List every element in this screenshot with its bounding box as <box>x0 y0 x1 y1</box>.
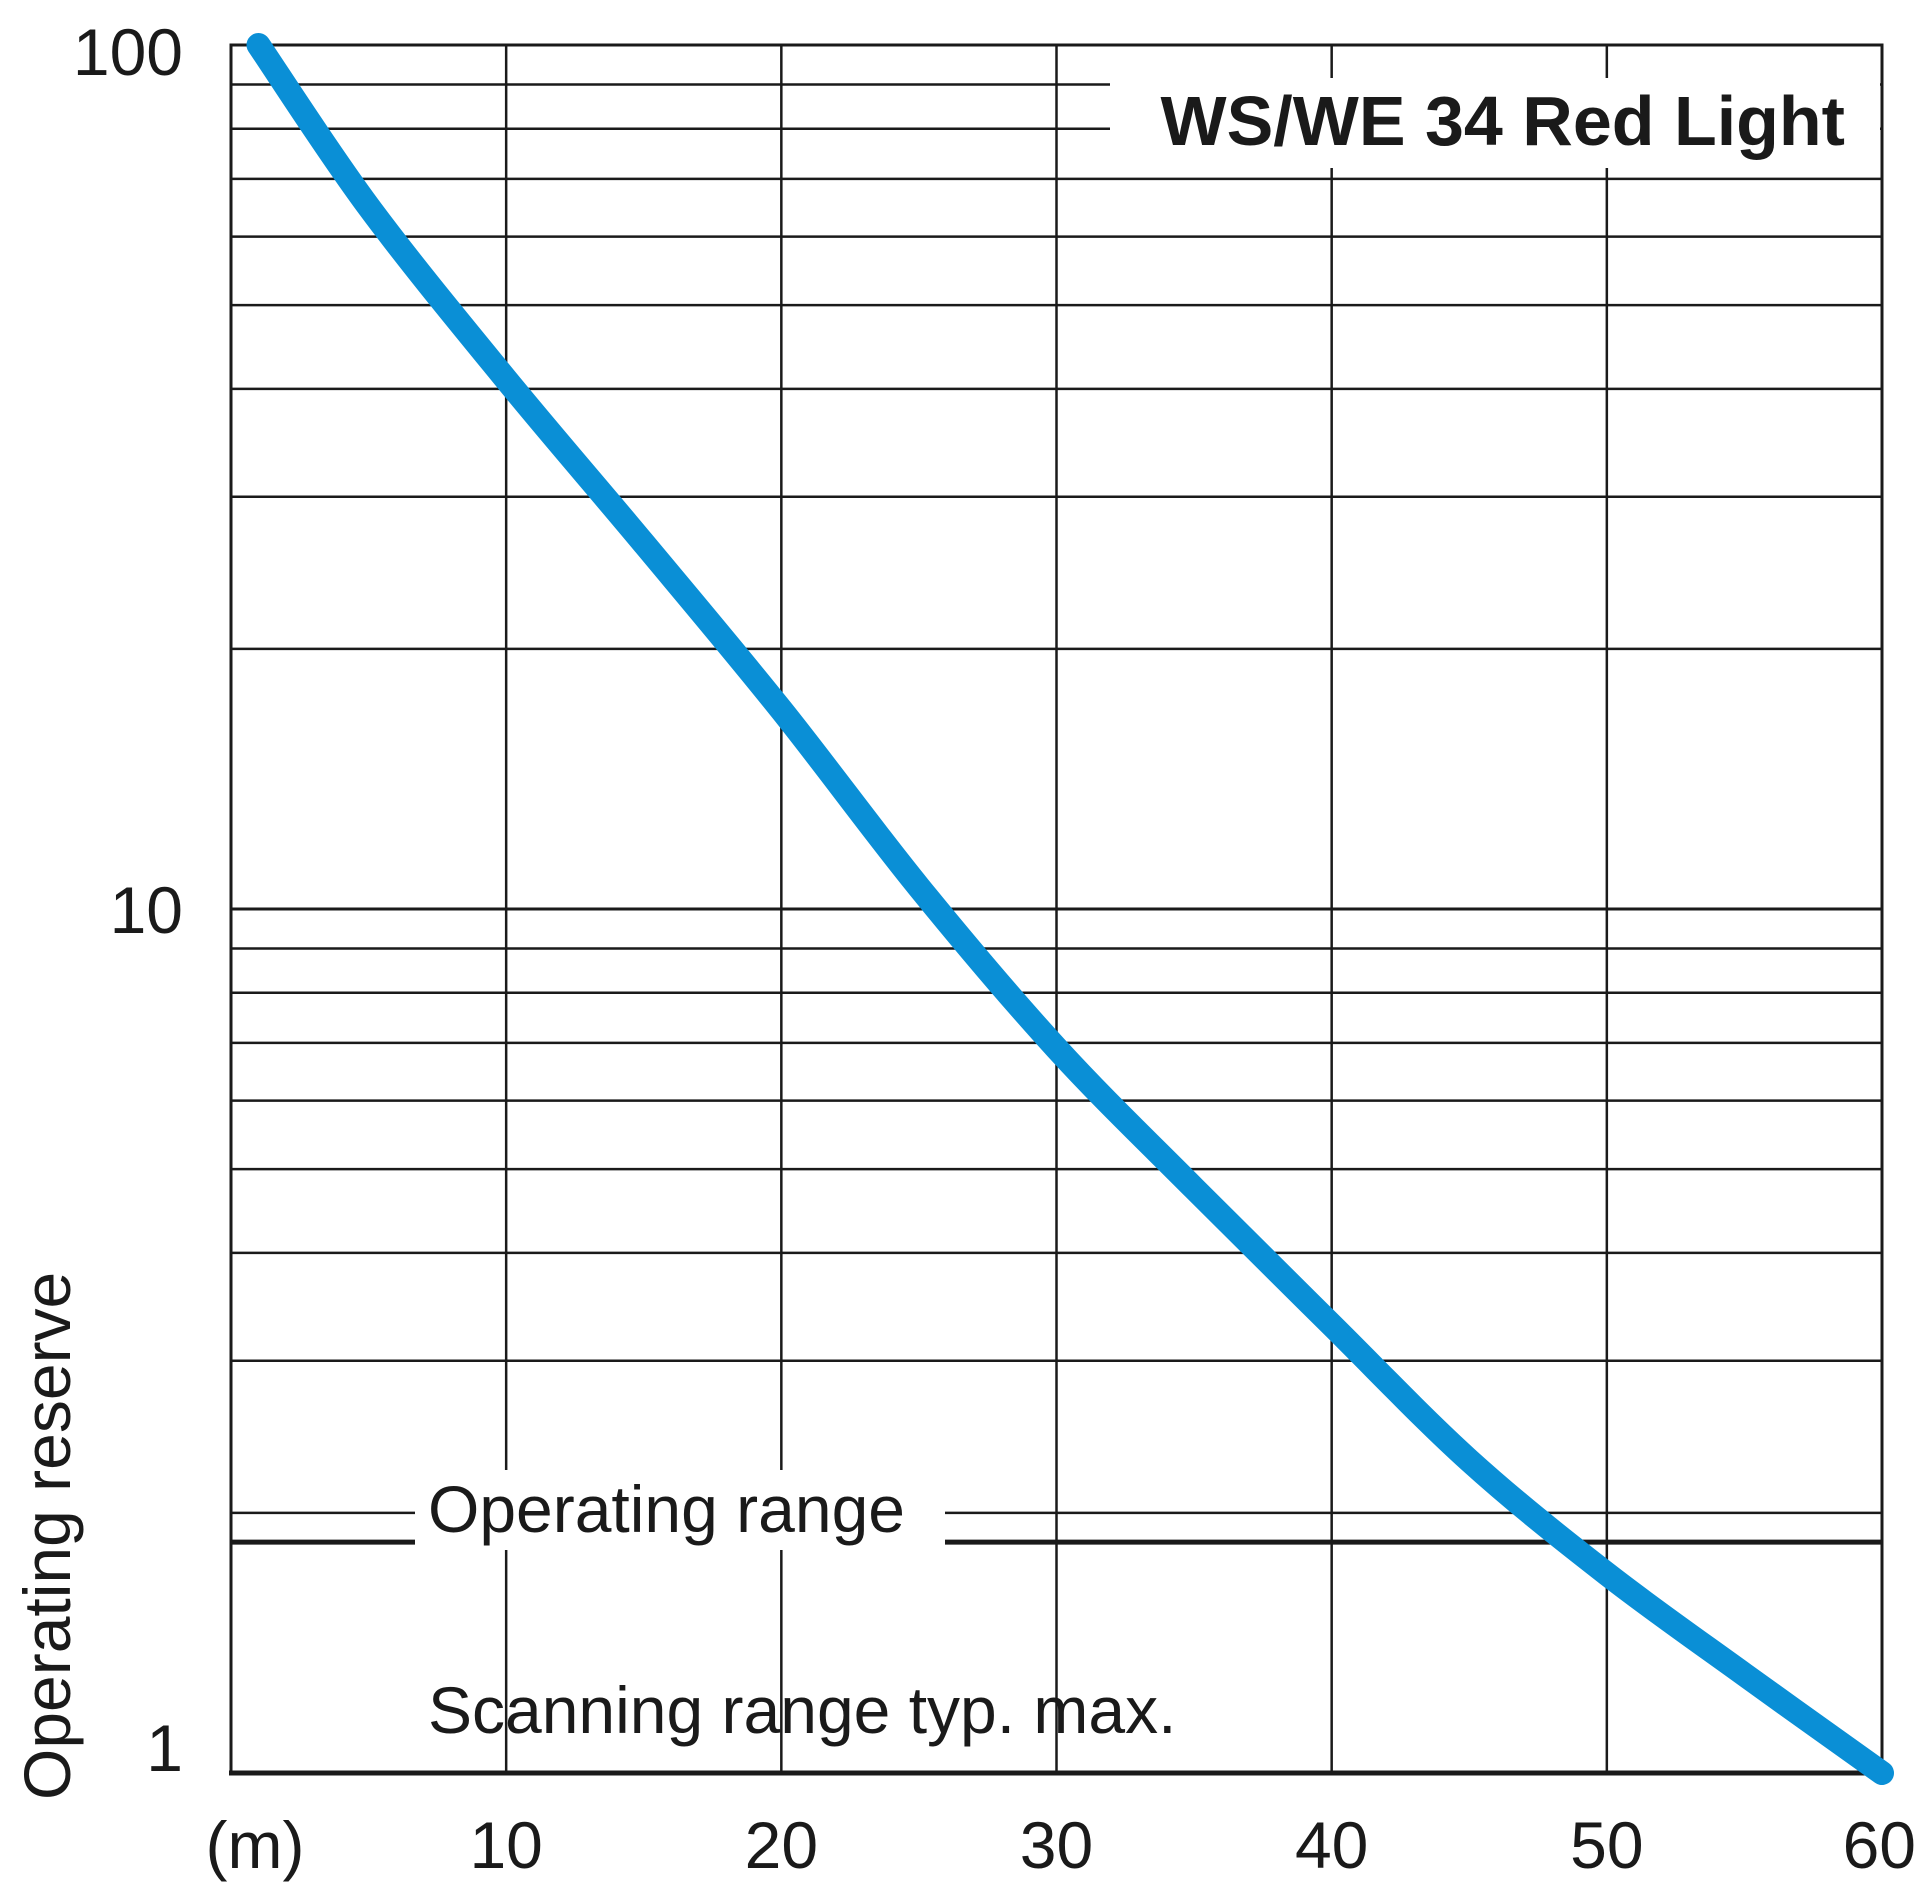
scanning-range-label: Scanning range typ. max. <box>428 1673 1176 1747</box>
x-tick-label: 20 <box>745 1808 818 1882</box>
labels: WS/WE 34 Red Light 1 10 100 10 20 30 40 50 60 (m) O… <box>10 15 1916 1882</box>
annotations: Operating range Scanning range typ. max. <box>415 1470 1176 1747</box>
x-tick-label: 50 <box>1570 1808 1643 1882</box>
series <box>246 33 1894 1785</box>
chart-title: WS/WE 34 Red Light <box>1161 82 1845 160</box>
y-tick-label: 1 <box>146 1711 183 1785</box>
x-tick-label: 10 <box>469 1808 542 1882</box>
y-axis-title: Operating reserve <box>10 1272 84 1800</box>
x-tick-label: 30 <box>1020 1808 1093 1882</box>
title-background <box>1110 78 1880 168</box>
operating-reserve-curve <box>246 33 1894 1785</box>
x-unit-label: (m) <box>206 1808 305 1882</box>
operating-range-label: Operating range <box>428 1472 905 1546</box>
x-tick-label: 60 <box>1843 1808 1916 1882</box>
y-tick-label: 100 <box>73 15 183 89</box>
y-tick-label: 10 <box>110 873 183 947</box>
x-tick-label: 40 <box>1295 1808 1368 1882</box>
operating-range-label-background <box>415 1470 945 1550</box>
